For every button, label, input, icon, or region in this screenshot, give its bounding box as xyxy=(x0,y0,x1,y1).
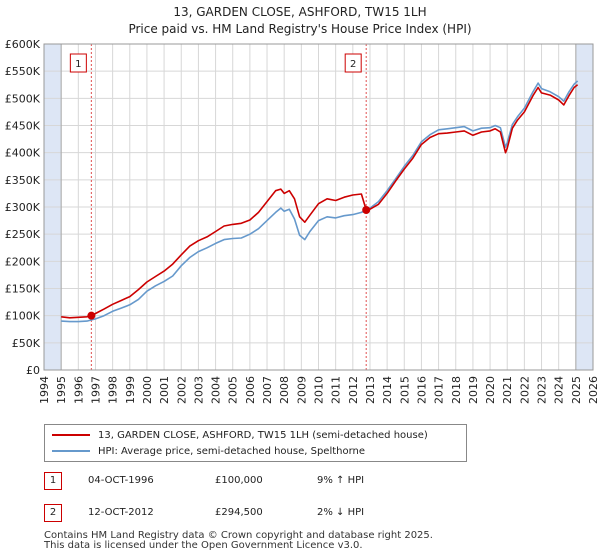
transaction-price: £294,500 xyxy=(215,507,263,518)
transaction-number: 1 xyxy=(44,472,62,490)
x-tick-label: 2016 xyxy=(415,376,428,404)
x-tick-label: 2013 xyxy=(364,376,377,404)
x-tick-label: 2025 xyxy=(570,376,583,404)
x-tick-label: 2012 xyxy=(347,376,360,404)
y-tick-label: £100K xyxy=(5,310,41,323)
transaction-hpi-diff: 2% ↓ HPI xyxy=(317,507,365,518)
x-tick-label: 1999 xyxy=(124,376,137,404)
legend-swatch-hpi xyxy=(52,450,90,452)
y-tick-label: £350K xyxy=(5,174,41,187)
x-tick-label: 2005 xyxy=(227,376,240,404)
plot-border xyxy=(43,43,594,371)
x-tick-label: 2024 xyxy=(553,376,566,404)
chart-title: 13, GARDEN CLOSE, ASHFORD, TW15 1LH xyxy=(173,5,426,19)
x-tick-label: 2000 xyxy=(141,376,154,404)
x-tick-label: 2002 xyxy=(175,376,188,404)
legend-label-hpi: HPI: Average price, semi-detached house,… xyxy=(98,445,366,457)
legend-swatch-property xyxy=(52,434,90,436)
x-tick-label: 1998 xyxy=(107,376,120,404)
y-tick-label: £200K xyxy=(5,255,41,268)
transaction-hpi-diff: 9% ↑ HPI xyxy=(317,475,365,486)
series-line-hpi xyxy=(61,80,579,323)
y-tick-label: £300K xyxy=(5,201,41,214)
x-tick-label: 2008 xyxy=(278,376,291,404)
transaction-point xyxy=(362,205,371,214)
y-tick-label: £550K xyxy=(5,65,41,78)
x-tick-label: 2023 xyxy=(536,376,549,404)
x-tick-label: 2019 xyxy=(467,376,480,404)
transaction-row: 2 12-OCT-2012 £294,500 2% ↓ HPI xyxy=(44,504,404,524)
x-tick-label: 2014 xyxy=(381,376,394,404)
x-tick-label: 2015 xyxy=(398,376,411,404)
x-tick-label: 1995 xyxy=(55,376,68,404)
transaction-label: 1 xyxy=(75,59,81,70)
y-tick-label: £150K xyxy=(5,283,41,296)
x-tick-label: 2026 xyxy=(587,376,600,404)
x-tick-label: 2011 xyxy=(330,376,343,404)
footer-line-1: Contains HM Land Registry data © Crown c… xyxy=(44,530,433,541)
y-tick-label: £50K xyxy=(12,337,41,350)
x-tick-label: 2006 xyxy=(244,376,257,404)
x-tick-label: 2001 xyxy=(158,376,171,404)
x-tick-label: 2007 xyxy=(261,376,274,404)
legend-label-property: 13, GARDEN CLOSE, ASHFORD, TW15 1LH (sem… xyxy=(98,429,428,441)
footer-line-2: This data is licensed under the Open Gov… xyxy=(44,540,363,551)
y-tick-label: £400K xyxy=(5,147,41,160)
transaction-date: 04-OCT-1996 xyxy=(88,475,154,486)
x-tick-label: 2017 xyxy=(433,376,446,404)
x-tick-label: 1997 xyxy=(89,376,102,404)
footer-attribution: Contains HM Land Registry data © Crown c… xyxy=(44,531,433,551)
x-tick-label: 1996 xyxy=(72,376,85,404)
x-tick-label: 1994 xyxy=(38,376,51,404)
transaction-date: 12-OCT-2012 xyxy=(88,507,154,518)
transaction-point xyxy=(87,311,96,320)
legend-item-hpi: HPI: Average price, semi-detached house,… xyxy=(45,443,365,459)
y-tick-label: £600K xyxy=(5,38,41,51)
transaction-label: 2 xyxy=(350,59,356,70)
y-tick-label: £500K xyxy=(5,92,41,105)
x-tick-label: 2010 xyxy=(313,376,326,404)
x-tick-label: 2018 xyxy=(450,376,463,404)
x-tick-label: 2021 xyxy=(501,376,514,404)
x-tick-label: 2004 xyxy=(210,376,223,404)
y-tick-label: £450K xyxy=(5,120,41,133)
transaction-label-box xyxy=(344,53,362,73)
transaction-price: £100,000 xyxy=(215,475,263,486)
x-tick-label: 2020 xyxy=(484,376,497,404)
transaction-label-box xyxy=(69,53,87,73)
y-tick-label: £250K xyxy=(5,228,41,241)
x-tick-label: 2022 xyxy=(518,376,531,404)
x-tick-label: 2003 xyxy=(192,376,205,404)
y-tick-label: £0 xyxy=(26,364,40,377)
chart-legend: 13, GARDEN CLOSE, ASHFORD, TW15 1LH (sem… xyxy=(44,424,467,462)
legend-item-property: 13, GARDEN CLOSE, ASHFORD, TW15 1LH (sem… xyxy=(45,427,428,443)
chart-subtitle: Price paid vs. HM Land Registry's House … xyxy=(128,22,471,36)
transaction-row: 1 04-OCT-1996 £100,000 9% ↑ HPI xyxy=(44,472,404,492)
transaction-number: 2 xyxy=(44,504,62,522)
x-tick-label: 2009 xyxy=(295,376,308,404)
price-chart: 13, GARDEN CLOSE, ASHFORD, TW15 1LH Pric… xyxy=(5,5,600,404)
series-line-property xyxy=(61,84,579,319)
